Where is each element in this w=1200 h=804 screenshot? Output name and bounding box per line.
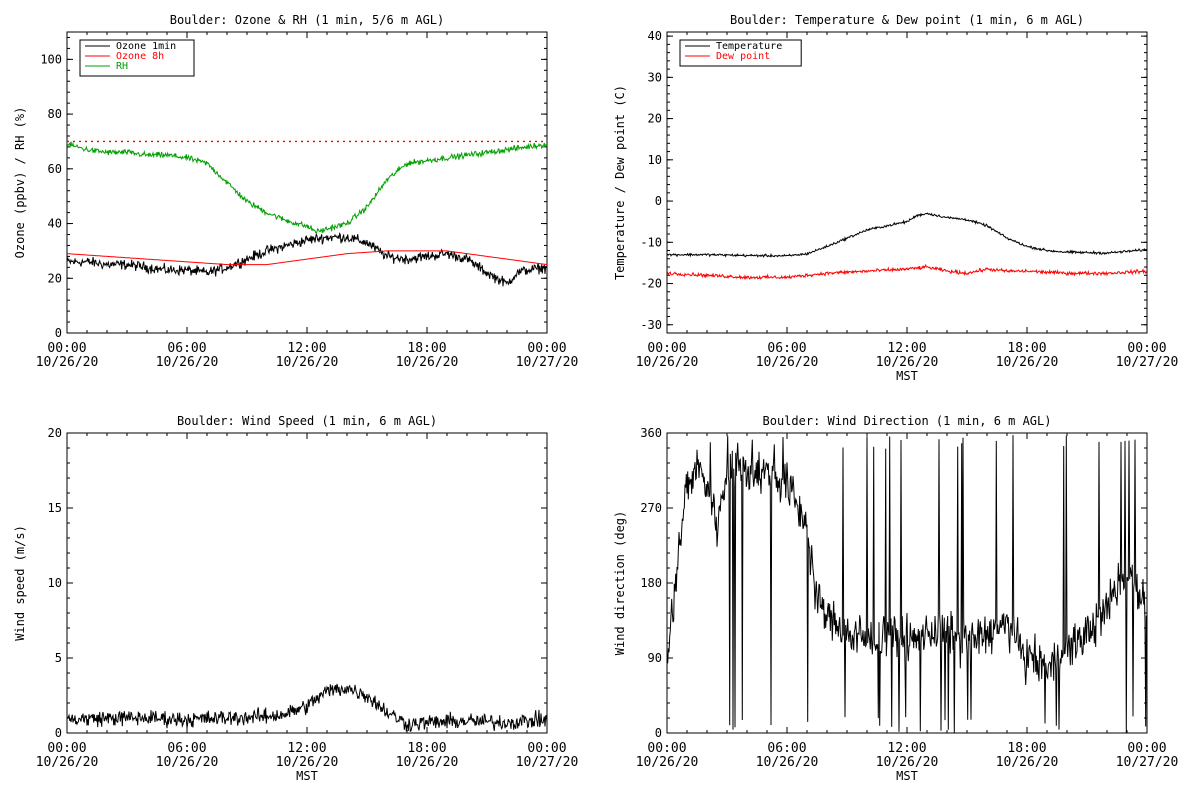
x-tick-date: 10/26/20 — [276, 355, 339, 370]
x-axis-label: MST — [296, 769, 318, 783]
y-tick-label: 100 — [40, 52, 62, 66]
x-tick-date: 10/26/20 — [876, 755, 939, 770]
x-tick-time: 06:00 — [767, 741, 806, 756]
x-tick-time: 12:00 — [287, 741, 326, 756]
y-tick-label: 5 — [55, 651, 62, 665]
x-tick-time: 00:00 — [647, 741, 686, 756]
y-tick-label: 20 — [48, 271, 62, 285]
y-axis-label: Wind speed (m/s) — [13, 525, 27, 641]
x-tick-date: 10/26/20 — [156, 355, 219, 370]
x-tick-time: 18:00 — [1007, 341, 1046, 356]
y-tick-label: -20 — [640, 277, 662, 291]
plot-frame — [666, 31, 1148, 334]
y-tick-label: 15 — [48, 501, 62, 515]
x-axis-label: MST — [896, 769, 918, 783]
y-tick-label: 20 — [48, 426, 62, 440]
legend-entry: Ozone 8h — [116, 51, 164, 62]
x-tick-time: 00:00 — [1127, 341, 1166, 356]
y-tick-label: 360 — [640, 426, 662, 440]
plot-frame — [66, 31, 548, 334]
series-line-temperature — [667, 212, 1147, 258]
y-tick-label: 30 — [648, 70, 662, 84]
x-tick-time: 00:00 — [647, 341, 686, 356]
x-tick-date: 10/27/20 — [1116, 355, 1179, 370]
legend-entry: Dew point — [716, 51, 770, 62]
x-tick-date: 10/26/20 — [996, 355, 1059, 370]
chart-title: Boulder: Temperature & Dew point (1 min,… — [730, 13, 1084, 27]
x-tick-date: 10/27/20 — [1116, 755, 1179, 770]
legend-entry: Ozone 1min — [116, 41, 176, 52]
y-tick-label: 0 — [55, 326, 62, 340]
y-tick-label: 20 — [648, 112, 662, 126]
x-tick-time: 00:00 — [527, 341, 566, 356]
series-line-data — [67, 683, 547, 732]
legend-entry: RH — [116, 61, 128, 72]
x-tick-date: 10/26/20 — [156, 755, 219, 770]
chart-title: Boulder: Ozone & RH (1 min, 5/6 m AGL) — [170, 13, 445, 27]
x-tick-time: 06:00 — [167, 741, 206, 756]
y-tick-label: -30 — [640, 318, 662, 332]
y-tick-label: 0 — [55, 726, 62, 740]
x-tick-date: 10/26/20 — [396, 355, 459, 370]
x-tick-time: 12:00 — [887, 341, 926, 356]
x-tick-date: 10/27/20 — [516, 355, 579, 370]
y-axis-label: Temperature / Dew point (C) — [613, 85, 627, 280]
chart-temp: Boulder: Temperature & Dew point (1 min,… — [613, 13, 1178, 383]
chart-title: Boulder: Wind Speed (1 min, 6 m AGL) — [177, 414, 437, 428]
x-tick-date: 10/26/20 — [636, 355, 699, 370]
x-tick-time: 12:00 — [287, 341, 326, 356]
y-tick-label: 40 — [48, 217, 62, 231]
x-tick-date: 10/26/20 — [876, 355, 939, 370]
x-tick-time: 12:00 — [887, 741, 926, 756]
x-tick-time: 06:00 — [767, 341, 806, 356]
x-tick-date: 10/26/20 — [36, 355, 99, 370]
y-tick-label: 0 — [655, 726, 662, 740]
chart-wdir: Boulder: Wind Direction (1 min, 6 m AGL)… — [613, 414, 1178, 783]
plot-frame — [666, 432, 1148, 734]
series-line-ozone-8h — [67, 250, 547, 266]
y-axis-label: Ozone (ppbv) / RH (%) — [13, 107, 27, 259]
x-tick-time: 06:00 — [167, 341, 206, 356]
legend-entry: Temperature — [716, 41, 782, 52]
series-line-data — [667, 435, 1147, 733]
y-tick-label: 10 — [648, 153, 662, 167]
legend-box — [679, 39, 802, 67]
x-tick-time: 18:00 — [407, 741, 446, 756]
y-tick-label: -10 — [640, 235, 662, 249]
x-tick-date: 10/26/20 — [276, 755, 339, 770]
y-axis-label: Wind direction (deg) — [613, 511, 627, 656]
series-line-dew-point — [667, 263, 1147, 280]
chart-wspd: Boulder: Wind Speed (1 min, 6 m AGL) 0 5 10… — [13, 414, 578, 783]
x-tick-date: 10/26/20 — [996, 755, 1059, 770]
x-tick-date: 10/26/20 — [756, 355, 819, 370]
x-axis-label: MST — [896, 369, 918, 383]
y-tick-label: 90 — [648, 651, 662, 665]
x-tick-time: 00:00 — [47, 341, 86, 356]
x-tick-time: 18:00 — [1007, 741, 1046, 756]
y-tick-label: 40 — [648, 29, 662, 43]
x-tick-time: 00:00 — [1127, 741, 1166, 756]
x-tick-time: 00:00 — [47, 741, 86, 756]
x-tick-date: 10/27/20 — [516, 755, 579, 770]
y-tick-label: 0 — [655, 194, 662, 208]
x-tick-time: 00:00 — [527, 741, 566, 756]
series-line-ozone-1min — [67, 232, 547, 287]
y-tick-label: 80 — [48, 107, 62, 121]
y-tick-label: 270 — [640, 501, 662, 515]
x-tick-date: 10/26/20 — [636, 755, 699, 770]
chart-ozone: Boulder: Ozone & RH (1 min, 5/6 m AGL) 0 2… — [13, 13, 578, 370]
y-tick-label: 180 — [640, 576, 662, 590]
y-tick-label: 60 — [48, 162, 62, 176]
x-tick-date: 10/26/20 — [36, 755, 99, 770]
chart-title: Boulder: Wind Direction (1 min, 6 m AGL) — [763, 414, 1052, 428]
x-tick-time: 18:00 — [407, 341, 446, 356]
plot-frame — [66, 432, 548, 734]
x-tick-date: 10/26/20 — [756, 755, 819, 770]
series-line-rh — [67, 141, 547, 235]
y-tick-label: 10 — [48, 576, 62, 590]
x-tick-date: 10/26/20 — [396, 755, 459, 770]
